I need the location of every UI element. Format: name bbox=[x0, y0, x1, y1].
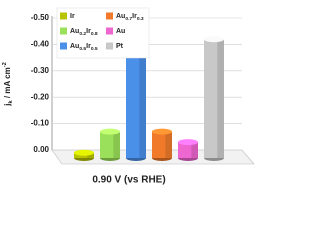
bar-top bbox=[152, 128, 172, 135]
y-tick-label: 0.00 bbox=[33, 145, 49, 154]
bar-top bbox=[100, 128, 120, 135]
legend-label: Pt bbox=[116, 43, 124, 50]
bar bbox=[178, 139, 198, 161]
y-tick-label: -0.50 bbox=[31, 13, 50, 22]
legend-label: Au0.7Ir0.3 bbox=[116, 13, 144, 22]
legend-swatch bbox=[106, 42, 113, 50]
bar-shade bbox=[191, 142, 198, 158]
bar-top bbox=[178, 139, 198, 146]
bar-top bbox=[204, 36, 224, 43]
legend-label: Au0.5Ir0.5 bbox=[70, 43, 98, 52]
legend-swatch bbox=[106, 27, 113, 35]
legend-label: Au0.2Ir0.8 bbox=[70, 28, 98, 37]
legend-swatch bbox=[60, 27, 67, 35]
bar-shade bbox=[217, 39, 224, 159]
legend-swatch bbox=[60, 42, 67, 50]
y-axis-label: jk / mA cm-2 bbox=[2, 62, 14, 106]
bar-shade bbox=[165, 131, 172, 158]
bar bbox=[152, 128, 172, 161]
bar bbox=[100, 128, 120, 161]
y-tick-label: -0.20 bbox=[31, 92, 50, 101]
bar bbox=[126, 52, 146, 161]
bar-shade bbox=[87, 152, 94, 158]
bar bbox=[204, 36, 224, 161]
bar-top bbox=[74, 149, 94, 156]
x-axis-label: 0.90 V (vs RHE) bbox=[92, 175, 165, 186]
bar bbox=[74, 149, 94, 161]
legend-swatch bbox=[60, 12, 67, 20]
y-tick-label: -0.30 bbox=[31, 66, 50, 75]
y-tick-label: -0.10 bbox=[31, 119, 50, 128]
chart: jk / mA cm-2 0.90 V (vs RHE) 0.00 -0.10 -0… bbox=[2, 7, 255, 186]
bar-shade bbox=[113, 131, 120, 158]
legend-box bbox=[56, 7, 150, 59]
bar-shade bbox=[139, 55, 146, 158]
legend-swatch bbox=[106, 12, 113, 20]
legend-label: Ir bbox=[70, 13, 75, 20]
legend-label: Au bbox=[116, 28, 125, 35]
y-tick-label: -0.40 bbox=[31, 40, 50, 49]
